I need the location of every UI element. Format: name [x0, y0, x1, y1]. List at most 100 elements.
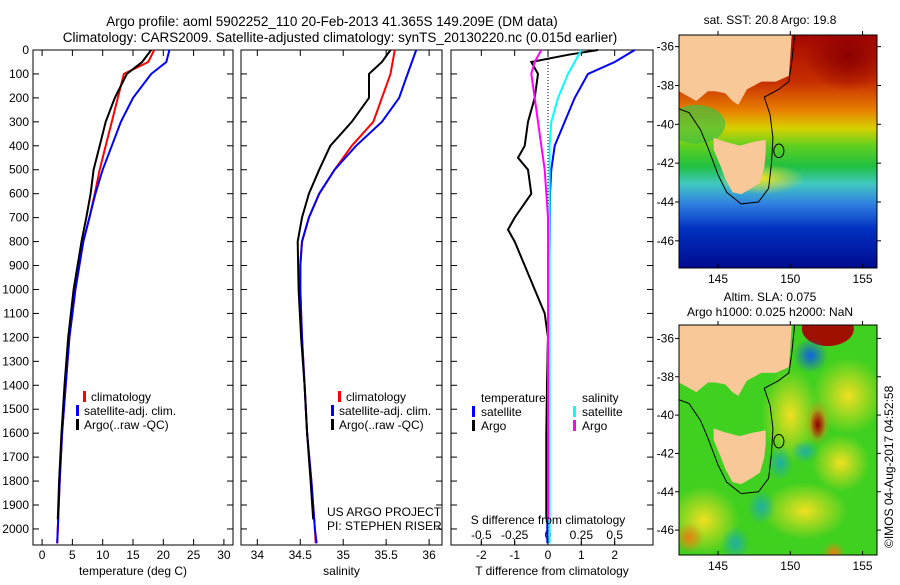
x-tick-label: 15: [126, 548, 140, 562]
lon-tick-label: 150: [780, 272, 800, 286]
tasmania: [713, 428, 766, 485]
y-tick-label: 1900: [2, 498, 29, 512]
y-tick-label: 1800: [2, 474, 29, 488]
x-tick-label: -1: [509, 548, 520, 562]
lat-tick-label: -42: [657, 446, 675, 460]
s-tick-label: -0.25: [501, 528, 529, 542]
y-tick-label: 100: [9, 67, 29, 81]
y-tick-label: 300: [9, 115, 29, 129]
y-tick-label: 1700: [2, 450, 29, 464]
legend-label-argo: Argo(..raw -QC): [84, 418, 169, 432]
mainland-australia: [679, 325, 792, 396]
lon-tick-label: 145: [708, 559, 728, 573]
lat-tick-label: -42: [657, 156, 675, 170]
legend-label-s-satellite: satellite: [582, 405, 623, 419]
lat-tick-label: -44: [657, 485, 675, 499]
y-tick-label: 1400: [2, 378, 29, 392]
lat-tick-label: -46: [657, 523, 675, 537]
lat-tick-label: -38: [657, 78, 675, 92]
y-tick-label: 200: [9, 91, 29, 105]
legend-swatch-argo: [331, 419, 334, 430]
s-tick-label: -0.5: [471, 528, 492, 542]
plot-frame: [240, 49, 443, 546]
lat-tick-label: -40: [657, 117, 675, 131]
legend-swatch-climatology: [83, 391, 86, 402]
x-tick-label: 0: [39, 548, 46, 562]
lat-tick-label: -40: [657, 408, 675, 422]
s-difference-axis-label: S difference from climatology: [471, 513, 626, 527]
x-tick-label: 34.5: [289, 548, 313, 562]
legend-swatch-s-argo: [573, 420, 576, 431]
legend-swatch-t-argo: [472, 420, 475, 431]
x-axis-label: salinity: [323, 564, 360, 578]
series-line-temperature-argo: [506, 49, 599, 520]
sla-map-frame: [678, 324, 878, 556]
legend-swatch-satellite: [76, 405, 79, 416]
pi-label: PI: STEPHEN RISER: [327, 519, 442, 533]
x-axis-label: T difference from climatology: [475, 564, 629, 578]
x-tick-label: 5: [69, 548, 76, 562]
legend-swatch-climatology: [338, 391, 341, 402]
sla-map: [679, 325, 877, 555]
y-tick-label: 1200: [2, 330, 29, 344]
legend-label-satellite: satellite-adj. clim.: [84, 404, 176, 418]
x-axis-label: temperature (deg C): [79, 564, 187, 578]
y-tick-label: 600: [9, 187, 29, 201]
figure-title-line1: Argo profile: aoml 5902252_110 20-Feb-20…: [106, 14, 558, 29]
copyright-timestamp: ©IMOS 04-Aug-2017 04:52:58: [882, 385, 896, 548]
y-tick-label: 2000: [2, 522, 29, 536]
x-tick-label: 20: [157, 548, 171, 562]
x-tick-label: 35.5: [374, 548, 398, 562]
s-tick-label: 0.25: [570, 528, 594, 542]
x-tick-label: 30: [217, 548, 231, 562]
legend-label-satellite: satellite-adj. clim.: [339, 404, 431, 418]
x-tick-label: 2: [611, 548, 618, 562]
series-line-satellite-adj-clim-: [56, 49, 171, 544]
figure-title-line2: Climatology: CARS2009. Satellite-adjuste…: [63, 30, 618, 45]
x-tick-label: -2: [476, 548, 487, 562]
plot-frame: [32, 49, 234, 546]
s-tick-label: 0.5: [606, 528, 623, 542]
x-tick-label: 35: [337, 548, 351, 562]
series-line-salinity-argo: [530, 49, 549, 520]
salinity-panel: 34 34.5 35 35.5 36 salinity: [240, 49, 443, 578]
difference-legend: temperature salinity satellite Argo sate…: [471, 391, 626, 527]
legend-label-t-satellite: satellite: [481, 405, 522, 419]
salinity-legend: climatology satellite-adj. clim. Argo(..…: [327, 390, 442, 533]
temperature-legend: climatology satellite-adj. clim. Argo(..…: [76, 390, 176, 432]
difference-panel: -2 -1 0 1 2 T difference from climatology -0.5…: [450, 49, 654, 578]
tasmania: [713, 137, 766, 195]
series-line-temperature-satellite: [546, 49, 636, 544]
temperature-panel: 0100200300400500600700800900100011001200…: [2, 43, 234, 578]
x-tick-label: 36: [422, 548, 436, 562]
y-tick-label: 1500: [2, 402, 29, 416]
lon-tick-label: 155: [853, 272, 873, 286]
lat-tick-label: -36: [657, 40, 675, 54]
series-line-salinity-satellite: [548, 49, 583, 544]
y-tick-label: 900: [9, 259, 29, 273]
legend-swatch-t-satellite: [472, 406, 475, 417]
mainland-australia: [679, 35, 792, 105]
legend-swatch-argo: [76, 419, 79, 430]
y-tick-label: 0: [22, 43, 29, 57]
series-line-argo-raw-qc-: [56, 49, 152, 520]
y-tick-label: 500: [9, 163, 29, 177]
y-tick-label: 1600: [2, 426, 29, 440]
series-line-argo-raw-qc-: [296, 49, 392, 520]
legend-label-climatology: climatology: [346, 390, 406, 404]
lat-tick-label: -46: [657, 234, 675, 248]
lon-tick-label: 150: [780, 559, 800, 573]
legend-label-s-argo: Argo: [582, 419, 608, 433]
plot-frame: [450, 49, 654, 546]
x-tick-label: 25: [187, 548, 201, 562]
y-tick-label: 1100: [3, 306, 29, 320]
lat-tick-label: -44: [657, 195, 675, 209]
legend-label-climatology: climatology: [91, 390, 151, 404]
legend-label-t-argo: Argo: [481, 419, 507, 433]
lat-tick-label: -38: [657, 370, 675, 384]
sla-map-subtitle: Argo h1000: 0.025 h2000: NaN: [687, 305, 853, 319]
sst-map: [679, 35, 877, 268]
legend-label-argo: Argo(..raw -QC): [339, 418, 424, 432]
x-tick-label: 34: [251, 548, 265, 562]
